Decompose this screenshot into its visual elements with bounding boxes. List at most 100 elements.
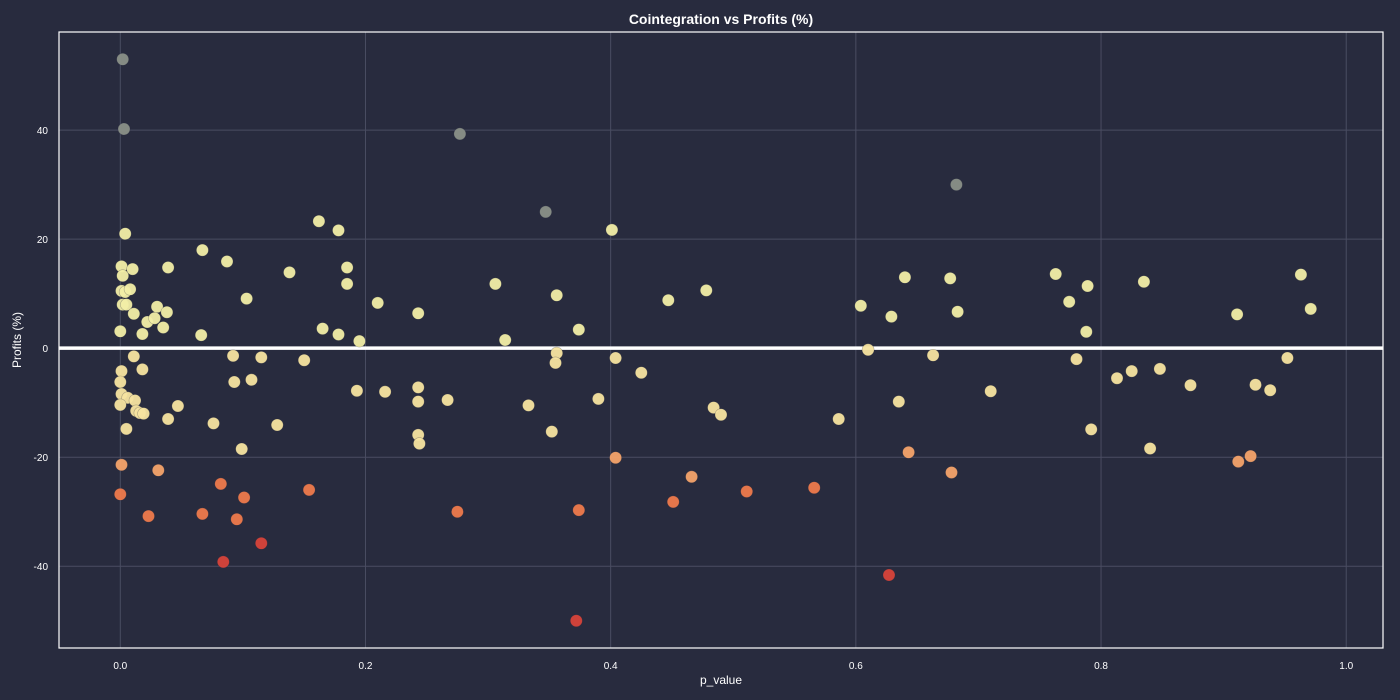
data-point (1153, 362, 1167, 376)
data-point (220, 255, 234, 268)
data-point (114, 398, 127, 412)
data-point (196, 507, 209, 521)
data-point (207, 417, 220, 430)
data-point (984, 384, 998, 398)
data-point (128, 394, 142, 407)
data-point (353, 334, 366, 348)
chart-title: Cointegration vs Profits (%) (629, 11, 813, 27)
data-point (411, 381, 425, 394)
data-point (332, 328, 345, 341)
data-point (522, 399, 535, 412)
data-point (707, 401, 720, 414)
data-point (569, 614, 583, 628)
data-point (1110, 371, 1124, 385)
data-point (137, 407, 150, 420)
data-point (1070, 352, 1083, 366)
data-point (413, 437, 426, 450)
data-point (699, 284, 713, 297)
data-point (950, 178, 963, 191)
data-point (160, 305, 174, 319)
data-point (1244, 449, 1257, 463)
data-point (1143, 442, 1157, 455)
data-point (685, 470, 698, 484)
data-point (498, 333, 512, 347)
data-point (550, 288, 564, 302)
x-tick-label: 0.4 (604, 661, 618, 672)
data-point (441, 393, 454, 407)
data-point (1137, 275, 1151, 289)
data-point (572, 503, 586, 517)
data-point (126, 262, 139, 276)
data-point (634, 366, 648, 380)
data-point (127, 350, 141, 363)
data-point (1080, 325, 1093, 339)
data-point (539, 205, 553, 219)
data-point (661, 293, 675, 307)
data-point (196, 243, 209, 257)
data-point (230, 512, 244, 526)
data-point (152, 463, 165, 477)
data-point (740, 485, 754, 498)
y-tick-label: 40 (37, 126, 49, 137)
y-tick-labels: -40 -20 0 20 40 (34, 126, 49, 573)
data-point (254, 536, 268, 550)
data-point (302, 483, 316, 497)
data-point (115, 364, 128, 378)
data-point (115, 458, 128, 472)
data-point (926, 348, 940, 362)
x-axis-label: p_value (700, 673, 742, 687)
data-point (378, 385, 392, 399)
data-point (411, 306, 425, 320)
data-point (270, 418, 284, 432)
y-tick-label: -20 (34, 453, 49, 464)
data-point (316, 322, 329, 335)
data-point (116, 269, 129, 283)
data-point (832, 412, 846, 426)
data-point (1249, 378, 1262, 392)
data-point (136, 363, 149, 376)
data-point (142, 509, 155, 523)
x-tick-labels: 0.0 0.2 0.4 0.6 0.8 1.0 (113, 661, 1353, 672)
data-point (240, 292, 253, 305)
data-point (453, 127, 467, 141)
grid-lines (59, 32, 1383, 648)
data-point (350, 384, 364, 398)
y-tick-label: 20 (37, 235, 49, 246)
data-point (807, 481, 821, 495)
data-point (489, 277, 502, 291)
data-point (1084, 423, 1098, 436)
data-point (235, 442, 248, 456)
data-point (123, 282, 137, 296)
data-point (945, 466, 958, 479)
data-point (118, 227, 132, 240)
y-tick-label: 0 (42, 344, 48, 355)
data-point (127, 307, 141, 321)
data-point (161, 261, 175, 274)
data-point (1232, 455, 1245, 468)
data-point (951, 305, 964, 319)
x-tick-label: 0.8 (1094, 661, 1108, 672)
data-point (136, 327, 149, 341)
data-point (161, 412, 175, 426)
data-point (114, 487, 127, 501)
data-point (411, 395, 425, 408)
data-point (854, 299, 868, 313)
data-point (1081, 279, 1094, 293)
data-point (254, 351, 268, 364)
data-point (120, 298, 133, 311)
y-tick-label: -40 (34, 562, 49, 573)
data-point (114, 375, 127, 389)
data-point (592, 392, 605, 406)
data-point (1304, 302, 1317, 316)
plot-frame (58, 31, 1384, 649)
x-tick-label: 0.0 (113, 661, 127, 672)
data-point (549, 356, 562, 370)
data-point (714, 408, 728, 422)
data-point (217, 555, 230, 569)
data-point (156, 321, 170, 334)
data-point (245, 373, 258, 387)
data-point (116, 52, 129, 66)
data-points (114, 52, 1317, 628)
data-point (1062, 295, 1076, 309)
